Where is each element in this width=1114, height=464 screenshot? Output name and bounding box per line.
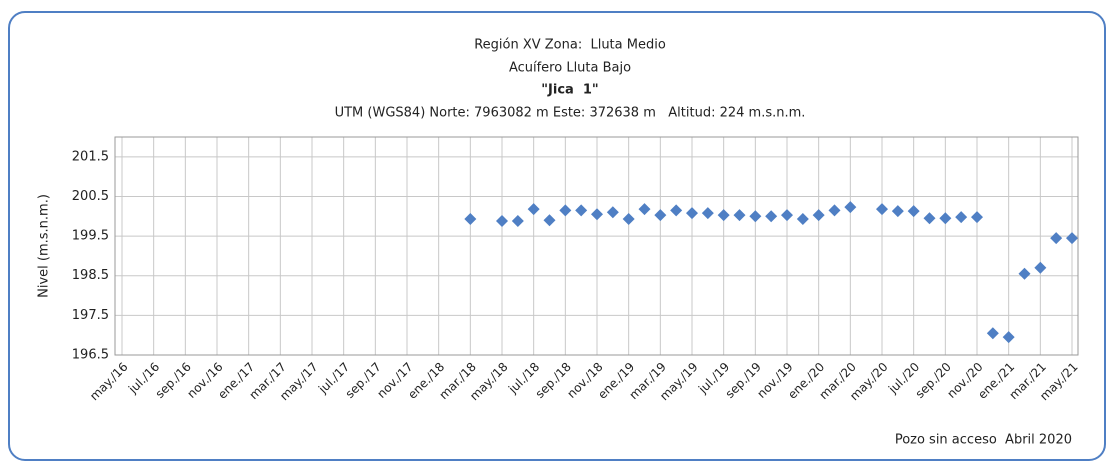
data-point: [1018, 267, 1031, 280]
chart-title: Región XV Zona: Lluta Medio: [474, 38, 666, 53]
y-tick-label: 197.5: [72, 308, 109, 323]
chart-subtitle: Acuífero Lluta Bajo: [509, 61, 631, 76]
y-tick-label: 198.5: [72, 268, 109, 283]
data-point: [496, 215, 508, 228]
data-point: [464, 213, 477, 226]
data-point: [749, 210, 762, 223]
annotation: Pozo sin acceso Abril 2020: [895, 433, 1072, 448]
data-point: [606, 206, 619, 219]
data-point: [939, 212, 952, 225]
data-point: [670, 204, 683, 217]
data-point: [638, 203, 651, 216]
data-point: [955, 211, 968, 224]
y-axis-label: Nivel (m.s.n.m.): [37, 194, 52, 298]
data-point: [1002, 331, 1015, 344]
data-point: [907, 205, 920, 218]
data-point: [701, 207, 714, 220]
data-point: [575, 204, 588, 217]
y-tick-label: 199.5: [72, 229, 109, 244]
data-point: [796, 213, 809, 226]
data-point: [844, 201, 857, 214]
data-point: [812, 209, 825, 222]
data-point: [1050, 232, 1063, 245]
data-point: [876, 203, 888, 216]
y-tick-label: 201.5: [72, 149, 109, 164]
data-point: [654, 209, 667, 222]
well-name: "Jica 1": [541, 83, 598, 98]
data-point: [781, 209, 793, 222]
data-point: [971, 211, 983, 224]
data-point: [765, 210, 778, 223]
data-point: [543, 214, 556, 227]
data-point: [591, 208, 603, 221]
data-point: [828, 204, 841, 217]
data-point: [1066, 232, 1078, 245]
data-point: [986, 327, 999, 340]
data-point: [622, 213, 635, 226]
data-point: [527, 203, 540, 216]
y-tick-label: 200.5: [72, 189, 109, 204]
data-point: [733, 209, 746, 222]
data-point: [717, 209, 730, 222]
y-tick-label: 196.5: [72, 348, 109, 363]
data-point: [923, 212, 936, 225]
data-point: [686, 207, 698, 220]
data-point: [1034, 261, 1047, 274]
data-point: [891, 205, 904, 218]
location: UTM (WGS84) Norte: 7963082 m Este: 37263…: [335, 106, 806, 121]
data-point: [559, 204, 572, 217]
plot-border: [114, 136, 1079, 356]
data-point: [511, 215, 524, 228]
